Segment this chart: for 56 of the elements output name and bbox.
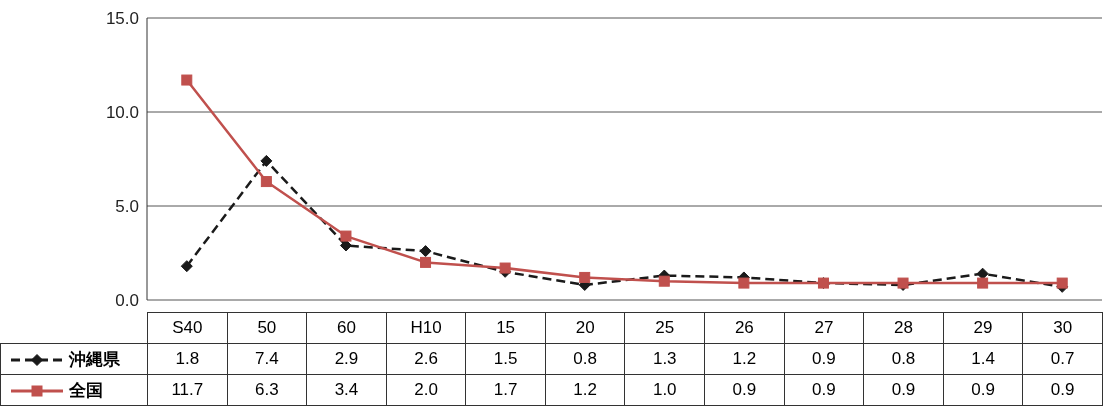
data-label: 2.9 <box>306 343 387 375</box>
legend-label: 沖縄県 <box>69 349 120 369</box>
data-label: 1.5 <box>465 343 546 375</box>
x-tick-label: 28 <box>863 312 944 344</box>
point <box>419 245 432 258</box>
data-label: 1.7 <box>465 374 546 406</box>
point <box>181 74 193 86</box>
data-label: 0.7 <box>1022 343 1103 375</box>
point <box>180 260 193 273</box>
point <box>977 277 989 289</box>
legend-label: 全国 <box>69 380 103 400</box>
x-tick-label: S40 <box>147 312 228 344</box>
data-label: 1.8 <box>147 343 228 375</box>
data-label: 1.2 <box>704 343 785 375</box>
x-tick-label: 30 <box>1022 312 1103 344</box>
data-label: 1.4 <box>943 343 1023 375</box>
data-label: 0.8 <box>545 343 625 375</box>
point <box>260 154 273 167</box>
point <box>658 275 670 287</box>
data-label: 0.9 <box>943 374 1023 406</box>
data-label: 2.0 <box>386 374 466 406</box>
x-tick-label: H10 <box>386 312 466 344</box>
x-tick-label: 50 <box>227 312 307 344</box>
x-tick-label: 15 <box>465 312 546 344</box>
data-label: 0.9 <box>784 343 864 375</box>
point <box>260 176 272 188</box>
point <box>340 230 352 242</box>
point <box>499 262 511 274</box>
point <box>420 256 432 268</box>
data-label: 1.2 <box>545 374 625 406</box>
data-label: 0.9 <box>704 374 785 406</box>
y-tick-label: 0.0 <box>115 291 139 311</box>
data-label: 2.6 <box>386 343 466 375</box>
x-tick-label: 27 <box>784 312 864 344</box>
y-tick-label: 10.0 <box>105 103 139 123</box>
x-tick-label: 60 <box>306 312 387 344</box>
x-tick-label: 26 <box>704 312 785 344</box>
point <box>738 277 750 289</box>
data-label: 7.4 <box>227 343 307 375</box>
data-label: 11.7 <box>147 374 228 406</box>
point <box>579 271 591 283</box>
data-label: 6.3 <box>227 374 307 406</box>
y-tick-label: 15.0 <box>105 9 139 29</box>
point <box>976 267 989 280</box>
data-label: 0.8 <box>863 343 944 375</box>
data-label: 1.0 <box>624 374 705 406</box>
data-label: 0.9 <box>1022 374 1103 406</box>
data-label: 0.9 <box>784 374 864 406</box>
x-tick-label: 29 <box>943 312 1023 344</box>
data-label: 3.4 <box>306 374 387 406</box>
point <box>1056 277 1068 289</box>
data-label: 1.3 <box>624 343 705 375</box>
x-tick-label: 25 <box>624 312 705 344</box>
y-tick-label: 5.0 <box>115 197 139 217</box>
data-label: 0.9 <box>863 374 944 406</box>
x-tick-label: 20 <box>545 312 625 344</box>
